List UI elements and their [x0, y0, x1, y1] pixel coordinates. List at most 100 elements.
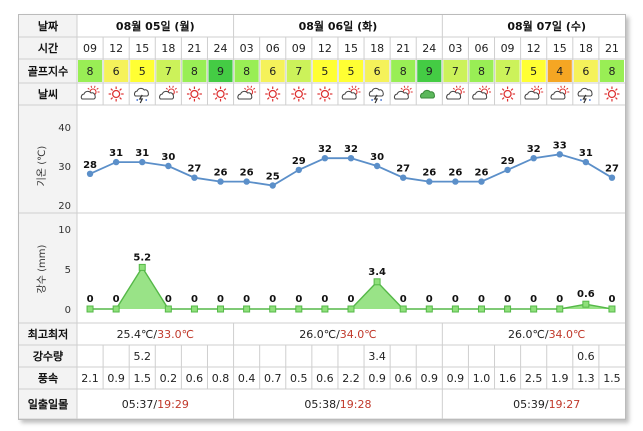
partly-cloudy-icon — [446, 85, 465, 100]
rain-point-label: 3.4 — [368, 267, 386, 278]
golf-index-value: 7 — [504, 65, 511, 78]
partly-cloudy-icon — [393, 85, 413, 100]
hour-cell: 12 — [527, 42, 541, 55]
rain-point — [347, 305, 355, 313]
partly-cloudy-icon — [550, 85, 570, 100]
rain-point — [556, 305, 564, 313]
sunset-time: 19:28 — [340, 398, 372, 411]
wind-value: 2.2 — [342, 372, 360, 385]
rain-point — [582, 300, 590, 308]
hour-cell: 21 — [187, 42, 201, 55]
min-temp: 26.0℃ — [299, 328, 336, 341]
wind-value: 1.3 — [577, 372, 595, 385]
wind-value: 1.0 — [473, 372, 491, 385]
hour-cell: 09 — [292, 42, 306, 55]
temp-axis-label: 기온 (℃) — [36, 146, 48, 187]
wind-value: 2.5 — [525, 372, 543, 385]
rain-point — [138, 263, 146, 271]
golf-index-cell — [234, 60, 259, 82]
temp-point-label: 26 — [448, 168, 462, 179]
rain-axis-tick: 10 — [58, 225, 71, 236]
temp-point-label: 30 — [370, 152, 384, 163]
golf-index-cell — [417, 60, 442, 82]
rain-point — [164, 305, 172, 313]
rain-point — [217, 305, 225, 313]
wind-value: 0.9 — [447, 372, 465, 385]
min-temp: 25.4℃ — [117, 328, 154, 341]
golf-index-value: 8 — [478, 65, 485, 78]
hour-cell: 09 — [501, 42, 515, 55]
golf-index-value: 8 — [400, 65, 407, 78]
golf-index-value: 5 — [348, 65, 355, 78]
rain-point — [86, 305, 94, 313]
max-temp: 34.0℃ — [340, 328, 377, 341]
rain-point-label: 0 — [321, 294, 328, 305]
day-header: 08월 05일 (월) — [116, 19, 195, 33]
rain-point — [477, 305, 485, 313]
rain-axis-tick: 5 — [65, 265, 71, 276]
temp-point-label: 26 — [422, 168, 436, 179]
precip-value: 0.6 — [577, 350, 595, 363]
temp-point — [399, 174, 407, 181]
thunderstorm-icon — [368, 87, 384, 104]
sun-icon — [500, 86, 516, 102]
hour-cell: 24 — [422, 42, 436, 55]
golf-index-cell — [599, 60, 624, 82]
hour-cell: 03 — [448, 42, 462, 55]
hour-cell: 09 — [83, 42, 97, 55]
wind-value: 0.7 — [264, 372, 282, 385]
rain-point-label: 0 — [478, 294, 485, 305]
sun-icon — [265, 86, 281, 102]
precip-value: 3.4 — [368, 350, 386, 363]
sunrise-time: 05:37 — [122, 398, 154, 411]
rain-point — [243, 305, 251, 313]
temp-point-label: 29 — [292, 156, 306, 167]
temp-point — [373, 162, 381, 170]
golf-index-cell — [338, 60, 364, 82]
golf-index-cell — [312, 60, 337, 82]
temp-point-label: 32 — [318, 144, 332, 155]
sun-icon — [291, 86, 307, 102]
temp-point — [112, 158, 120, 166]
thunderstorm-icon — [134, 87, 149, 104]
temp-point — [295, 166, 303, 174]
hour-cell: 15 — [553, 42, 567, 55]
golf-index-cell — [547, 60, 572, 82]
day-sun-times: 05:37/19:29 — [122, 398, 189, 411]
thunderstorm-icon — [577, 87, 593, 104]
temp-point — [608, 174, 616, 181]
wind-value: 0.4 — [238, 372, 256, 385]
day-sun-times: 05:39/19:27 — [513, 398, 580, 411]
golf-index-cell — [78, 60, 103, 82]
sunrise-time: 05:38 — [304, 398, 336, 411]
hour-cell: 12 — [109, 42, 123, 55]
hour-cell: 06 — [474, 42, 488, 55]
rain-point-label: 0.6 — [577, 289, 595, 300]
temp-point-label: 31 — [109, 148, 123, 159]
hour-cell: 06 — [266, 42, 280, 55]
rain-point-label: 0 — [556, 294, 563, 305]
rain-point-label: 0 — [87, 294, 94, 305]
temp-axis-tick: 30 — [58, 162, 71, 173]
rain-point — [373, 278, 381, 286]
temp-point-label: 26 — [475, 168, 489, 179]
temp-point — [347, 155, 355, 162]
golf-index-value: 6 — [374, 65, 381, 78]
rain-point-label: 0 — [452, 294, 459, 305]
sunrise-time: 05:39 — [513, 398, 545, 411]
partly-cloudy-icon — [80, 85, 100, 100]
golf-index-value: 7 — [295, 65, 302, 78]
rain-axis-label: 강수 (mm) — [36, 244, 48, 293]
rain-point — [321, 305, 329, 313]
sunset-time: 19:29 — [157, 398, 189, 411]
partly-cloudy-icon — [524, 85, 544, 100]
temp-point — [191, 174, 198, 181]
rain-point-label: 0 — [400, 294, 407, 305]
golf-index-value: 5 — [530, 65, 537, 78]
hour-cell: 03 — [240, 42, 254, 55]
golf-index-cell — [260, 60, 285, 82]
temp-point-label: 27 — [187, 164, 201, 175]
partly-cloudy-icon — [341, 85, 361, 100]
golf-index-value: 5 — [321, 65, 328, 78]
rain-point — [112, 305, 120, 313]
